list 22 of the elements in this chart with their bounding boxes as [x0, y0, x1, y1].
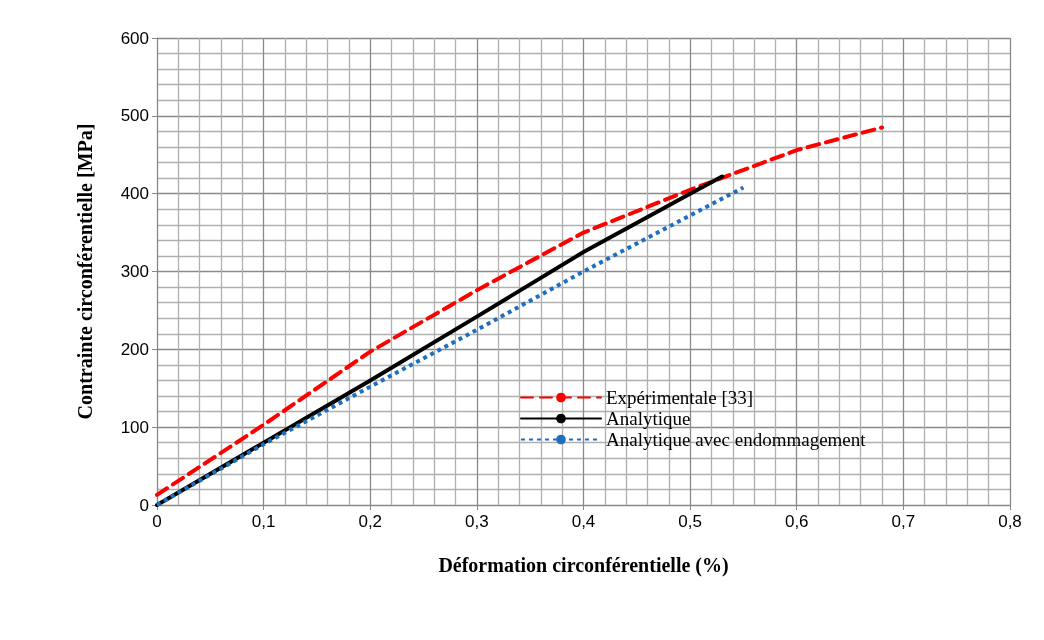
x-axis-title: Déformation circonférentielle (%) [438, 554, 729, 577]
x-tick-label: 0,6 [784, 512, 809, 531]
legend-label: Analytique [606, 408, 691, 429]
y-tick-label: 400 [120, 184, 149, 204]
x-tick-label: 0,1 [251, 512, 276, 531]
legend-label: Expérimentale [33] [606, 387, 754, 408]
x-tick-label: 0,8 [998, 512, 1022, 531]
y-tick-label: 500 [120, 106, 149, 126]
y-tick-label: 200 [120, 339, 149, 359]
x-tick-label: 0,5 [678, 512, 702, 531]
y-tick-label: 300 [120, 262, 149, 281]
line-series [155, 125, 885, 497]
legend-label: Analytique avec endommagement [606, 429, 867, 450]
y-tick-label: 100 [120, 417, 149, 437]
x-tick-label: 0,4 [571, 512, 596, 531]
x-tick-label: 0,3 [465, 512, 489, 531]
x-tick-label: 0,7 [891, 512, 916, 531]
x-tick-label: 0 [152, 512, 162, 531]
x-tick-label: 0,2 [358, 512, 383, 531]
y-tick-label: 600 [120, 28, 149, 48]
y-tick-label: 0 [139, 495, 149, 515]
y-axis-title: Contrainte circonférentielle [MPa] [74, 123, 96, 420]
